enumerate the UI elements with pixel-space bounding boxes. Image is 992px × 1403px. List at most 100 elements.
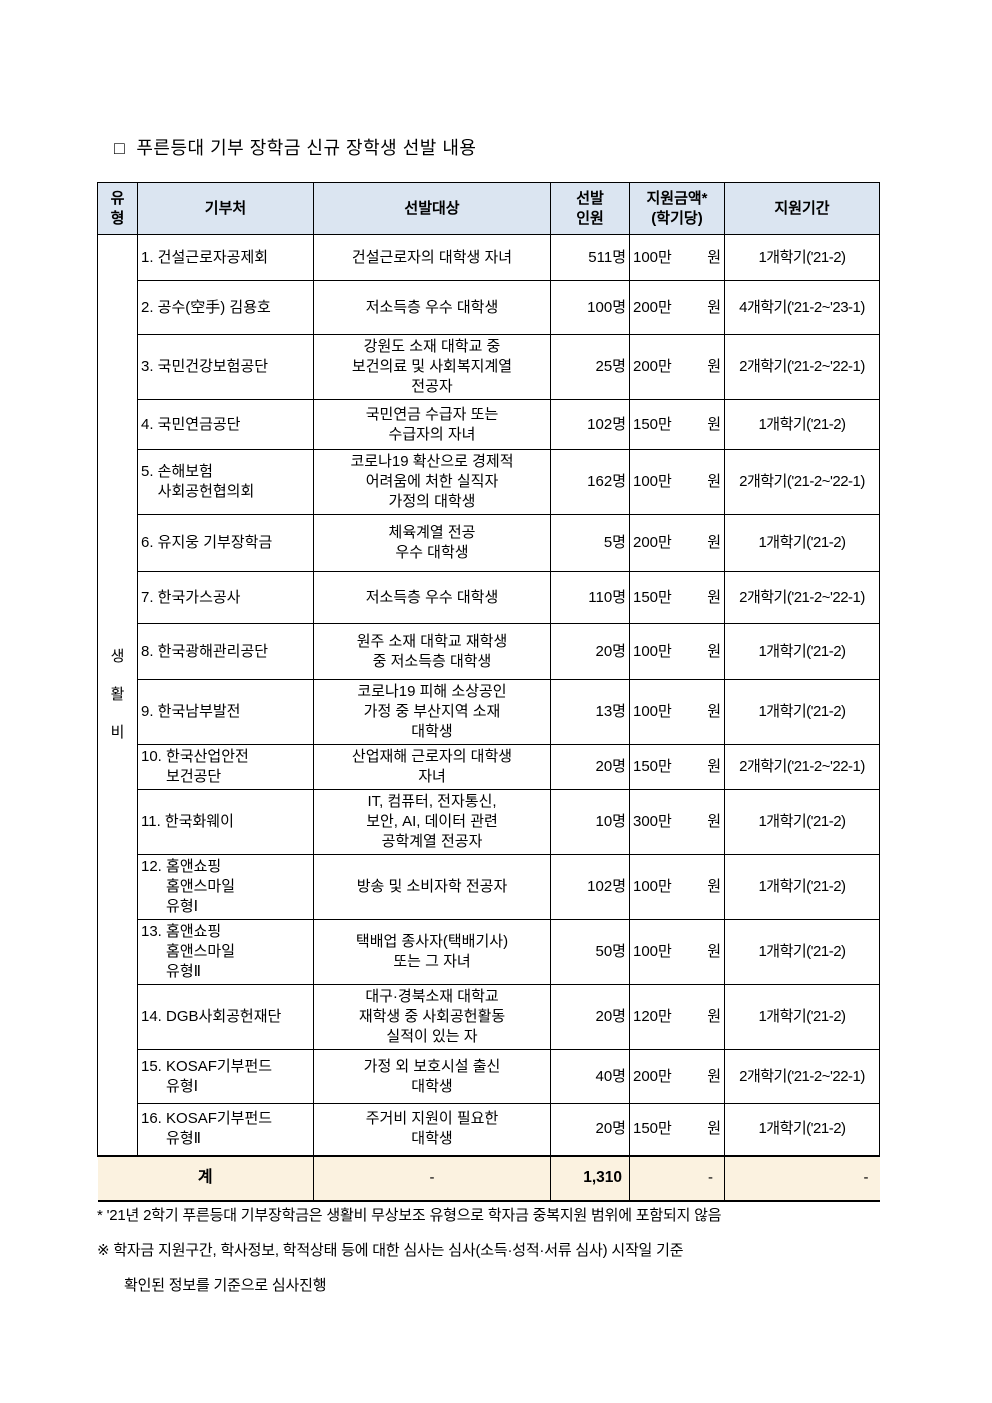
type-group-label: 생 활 비 <box>110 647 125 741</box>
target-cell: 방송 및 소비자학 전공자 <box>313 854 551 920</box>
period-cell: 4개학기('21-2~'23-1) <box>724 280 880 335</box>
period-cell: 1개학기('21-2) <box>724 399 880 450</box>
footnote-2: ※ 학자금 지원구간, 학사정보, 학적상태 등에 대한 심사는 심사(소득·성… <box>97 1242 684 1259</box>
amount-cell: 300만 원 <box>629 789 725 855</box>
count-cell: 20명 <box>550 984 630 1050</box>
count-cell: 50명 <box>550 919 630 985</box>
amount-cell: 150만 원 <box>629 744 725 790</box>
donor-cell: 2. 공수(空手) 김용호 <box>137 280 314 335</box>
period-cell: 2개학기('21-2~'22-1) <box>724 571 880 624</box>
footnotes: * '21년 2학기 푸른등대 기부장학금은 생활비 무상보조 유형으로 학자금… <box>97 1205 927 1310</box>
table-row: 10. 한국산업안전 보건공단 산업재해 근로자의 대학생 자녀 20명 150… <box>98 744 880 790</box>
amount-cell: 150만 원 <box>629 571 725 624</box>
period-cell: 1개학기('21-2) <box>724 234 880 281</box>
amount-cell: 200만 원 <box>629 514 725 572</box>
period-cell: 1개학기('21-2) <box>724 1103 880 1156</box>
period-cell: 1개학기('21-2) <box>724 919 880 985</box>
count-cell: 25명 <box>550 334 630 400</box>
total-amount: - <box>629 1154 725 1202</box>
target-cell: 강원도 소재 대학교 중 보건의료 및 사회복지계열 전공자 <box>313 334 551 400</box>
period-cell: 1개학기('21-2) <box>724 623 880 680</box>
table-row: 16. KOSAF기부펀드 유형Ⅱ 주거비 지원이 필요한 대학생 20명 15… <box>98 1103 880 1156</box>
donor-cell: 4. 국민연금공단 <box>137 399 314 450</box>
period-cell: 2개학기('21-2~'22-1) <box>724 334 880 400</box>
table-row: 7. 한국가스공사 저소득층 우수 대학생 110명 150만 원 2개학기('… <box>98 571 880 624</box>
donor-cell: 9. 한국남부발전 <box>137 679 314 745</box>
amount-cell: 100만 원 <box>629 679 725 745</box>
count-cell: 110명 <box>550 571 630 624</box>
table-row: 13. 홈앤쇼핑 홈앤스마일 유형Ⅱ 택배업 종사자(택배기사) 또는 그 자녀… <box>98 919 880 985</box>
footnote-1: * '21년 2학기 푸른등대 기부장학금은 생활비 무상보조 유형으로 학자금… <box>97 1207 722 1224</box>
target-cell: 국민연금 수급자 또는 수급자의 자녀 <box>313 399 551 450</box>
table-row: 9. 한국남부발전 코로나19 피해 소상공인 가정 중 부산지역 소재 대학생… <box>98 679 880 745</box>
table-row: 5. 손해보험 사회공헌협의회 코로나19 확산으로 경제적 어려움에 처한 실… <box>98 449 880 515</box>
amount-cell: 200만 원 <box>629 280 725 335</box>
table-row: 3. 국민건강보험공단 강원도 소재 대학교 중 보건의료 및 사회복지계열 전… <box>98 334 880 400</box>
target-cell: 코로나19 피해 소상공인 가정 중 부산지역 소재 대학생 <box>313 679 551 745</box>
amount-cell: 100만 원 <box>629 919 725 985</box>
col-header-period: 지원기간 <box>724 182 880 235</box>
count-cell: 13명 <box>550 679 630 745</box>
donor-cell: 14. DGB사회공헌재단 <box>137 984 314 1050</box>
amount-cell: 100만 원 <box>629 449 725 515</box>
target-cell: 가정 외 보호시설 출신 대학생 <box>313 1049 551 1104</box>
header-row: 유 형 기부처 선발대상 선발 인원 지원금액* (학기당) 지원기간 <box>97 182 880 235</box>
donor-cell: 6. 유지웅 기부장학금 <box>137 514 314 572</box>
footnote-3: 확인된 정보를 기준으로 심사진행 <box>124 1277 327 1294</box>
donor-cell: 1. 건설근로자공제회 <box>137 234 314 281</box>
count-cell: 100명 <box>550 280 630 335</box>
table-row: 생 활 비 1. 건설근로자공제회 건설근로자의 대학생 자녀 511명 100… <box>97 234 880 1156</box>
period-cell: 1개학기('21-2) <box>724 984 880 1050</box>
col-header-type: 유 형 <box>97 182 138 235</box>
count-cell: 20명 <box>550 744 630 790</box>
total-count: 1,310 <box>550 1154 630 1202</box>
donor-cell: 8. 한국광해관리공단 <box>137 623 314 680</box>
count-cell: 102명 <box>550 399 630 450</box>
donor-cell: 16. KOSAF기부펀드 유형Ⅱ <box>137 1103 314 1156</box>
target-cell: 산업재해 근로자의 대학생 자녀 <box>313 744 551 790</box>
donor-cell: 10. 한국산업안전 보건공단 <box>137 744 314 790</box>
amount-cell: 120만 원 <box>629 984 725 1050</box>
amount-cell: 200만 원 <box>629 1049 725 1104</box>
total-period: - <box>724 1154 880 1202</box>
donor-cell: 12. 홈앤쇼핑 홈앤스마일 유형Ⅰ <box>137 854 314 920</box>
table-row: 11. 한국화웨이 IT, 컴퓨터, 전자통신, 보안, AI, 데이터 관련 … <box>98 789 880 855</box>
period-cell: 1개학기('21-2) <box>724 789 880 855</box>
period-cell: 2개학기('21-2~'22-1) <box>724 449 880 515</box>
target-cell: IT, 컴퓨터, 전자통신, 보안, AI, 데이터 관련 공학계열 전공자 <box>313 789 551 855</box>
period-cell: 1개학기('21-2) <box>724 854 880 920</box>
amount-cell: 100만 원 <box>629 623 725 680</box>
count-cell: 102명 <box>550 854 630 920</box>
period-cell: 2개학기('21-2~'22-1) <box>724 744 880 790</box>
table-row: 6. 유지웅 기부장학금 체육계열 전공 우수 대학생 5명 200만 원 1개… <box>98 514 880 572</box>
page-title: □ 푸른등대 기부 장학금 신규 장학생 선발 내용 <box>114 138 477 158</box>
period-cell: 1개학기('21-2) <box>724 514 880 572</box>
amount-cell: 150만 원 <box>629 399 725 450</box>
table-row: 4. 국민연금공단 국민연금 수급자 또는 수급자의 자녀 102명 150만 … <box>98 399 880 450</box>
table-row: 12. 홈앤쇼핑 홈앤스마일 유형Ⅰ 방송 및 소비자학 전공자 102명 10… <box>98 854 880 920</box>
count-cell: 10명 <box>550 789 630 855</box>
total-row: 계 - 1,310 - - <box>97 1154 880 1202</box>
donor-cell: 3. 국민건강보험공단 <box>137 334 314 400</box>
count-cell: 20명 <box>550 623 630 680</box>
donor-cell: 5. 손해보험 사회공헌협의회 <box>137 449 314 515</box>
target-cell: 원주 소재 대학교 재학생 중 저소득층 대학생 <box>313 623 551 680</box>
target-cell: 대구·경북소재 대학교 재학생 중 사회공헌활동 실적이 있는 자 <box>313 984 551 1050</box>
donor-cell: 15. KOSAF기부펀드 유형Ⅰ <box>137 1049 314 1104</box>
target-cell: 건설근로자의 대학생 자녀 <box>313 234 551 281</box>
target-cell: 체육계열 전공 우수 대학생 <box>313 514 551 572</box>
type-group-cell: 생 활 비 <box>97 234 138 1156</box>
donor-cell: 7. 한국가스공사 <box>137 571 314 624</box>
donor-cell: 13. 홈앤쇼핑 홈앤스마일 유형Ⅱ <box>137 919 314 985</box>
table-header: 유 형 기부처 선발대상 선발 인원 지원금액* (학기당) 지원기간 <box>97 182 880 235</box>
scholarship-table: 유 형 기부처 선발대상 선발 인원 지원금액* (학기당) 지원기간 생 활 … <box>97 182 880 1202</box>
count-cell: 5명 <box>550 514 630 572</box>
target-cell: 저소득층 우수 대학생 <box>313 280 551 335</box>
col-header-donor: 기부처 <box>137 182 314 235</box>
col-header-target: 선발대상 <box>313 182 551 235</box>
amount-cell: 200만 원 <box>629 334 725 400</box>
col-header-amount: 지원금액* (학기당) <box>629 182 725 235</box>
period-cell: 2개학기('21-2~'22-1) <box>724 1049 880 1104</box>
target-cell: 저소득층 우수 대학생 <box>313 571 551 624</box>
target-cell: 택배업 종사자(택배기사) 또는 그 자녀 <box>313 919 551 985</box>
